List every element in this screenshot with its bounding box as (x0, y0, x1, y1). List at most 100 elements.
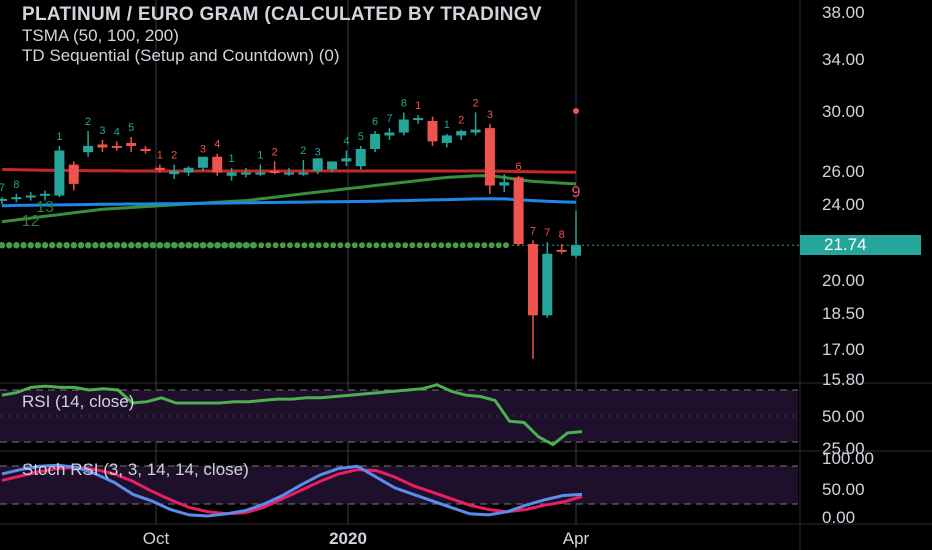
candle (154, 167, 165, 170)
stoch-tick-label: 50.00 (822, 480, 865, 499)
candle (327, 161, 338, 170)
td-support-dot (171, 242, 178, 249)
stoch-k-line (1, 463, 583, 518)
td-setup-label: 6 (372, 116, 378, 128)
td-setup-label: 4 (343, 136, 349, 148)
td-support-dot (431, 242, 437, 249)
candle (298, 172, 309, 175)
td-support-dot (164, 242, 171, 249)
td-support-dot (351, 242, 358, 249)
td-support-dot (56, 242, 63, 249)
candle (441, 135, 452, 143)
rsi-pane-label[interactable]: RSI (14, close) (22, 392, 135, 411)
ma100-line (1, 197, 577, 208)
candle (571, 245, 581, 256)
td-support-dot (63, 242, 70, 249)
td-support-dot (186, 242, 193, 249)
td-setup-label: 5 (358, 131, 364, 143)
candle (11, 197, 22, 200)
td-setup-label: 2 (300, 145, 306, 157)
candle (126, 142, 137, 146)
candle (456, 131, 467, 136)
rsi-tick-label: 25.00 (822, 439, 865, 458)
candle (255, 172, 266, 175)
td-sequential-study-label[interactable]: TD Sequential (Setup and Countdown) (0) (22, 46, 340, 65)
td-support-dot (258, 242, 265, 249)
td-support-dot (279, 242, 286, 249)
tsma-study-label[interactable]: TSMA (50, 100, 200) (22, 26, 179, 45)
td-support-dot (474, 242, 481, 249)
td-support-dot (373, 242, 380, 249)
candle (513, 177, 524, 245)
candle (40, 193, 51, 196)
td-support-dot (344, 242, 351, 249)
td-support-dot (467, 242, 473, 249)
td-setup-label: 2 (171, 150, 177, 162)
candle (111, 145, 122, 148)
candle (484, 128, 495, 186)
td-support-dot (409, 242, 416, 249)
candle (0, 198, 7, 201)
td-support-dot (438, 242, 445, 249)
td-support-dot (366, 242, 373, 249)
td-support-dot (294, 242, 301, 249)
td-support-dot (157, 242, 164, 249)
td-support-dot (236, 242, 243, 249)
td-support-dot (27, 242, 34, 249)
td-support-dot (308, 242, 315, 249)
td-support-dot (143, 242, 149, 249)
td-support-dot (330, 242, 337, 249)
td-countdown-label: 9 (572, 184, 581, 201)
td-support-dot (85, 242, 92, 249)
price-tick-label: 18.50 (822, 304, 865, 323)
price-tick-label: 30.00 (822, 102, 865, 121)
td-support-dot (452, 242, 459, 249)
td-support-dot (301, 242, 308, 249)
candle (269, 171, 280, 173)
td-setup-label: 7 (530, 225, 536, 237)
candle (341, 158, 352, 162)
td-support-dot (380, 242, 387, 249)
candle (25, 195, 36, 198)
td-support-dot (395, 242, 401, 249)
td-support-dot (423, 242, 430, 249)
td-support-dot (150, 242, 157, 249)
ma50-line (1, 174, 577, 224)
price-tick-label: 38.00 (822, 3, 865, 22)
price-tick-label: 24.00 (822, 195, 865, 214)
td-setup-label: 1 (56, 131, 62, 143)
td-support-dot (243, 242, 250, 249)
candle (312, 158, 323, 171)
td-setup-label: 3 (99, 125, 105, 137)
td-support-dot (20, 242, 27, 249)
td-support-dot (287, 242, 293, 249)
td-support-dot (387, 242, 394, 249)
td-support-dot (265, 242, 272, 249)
td-support-dot (128, 242, 135, 249)
td-support-dot (229, 242, 236, 249)
td-support-dot (42, 242, 49, 249)
td-setup-label: 1 (157, 150, 163, 162)
td-support-dot (6, 242, 13, 249)
td-setup-label: 2 (272, 146, 278, 158)
td-setup-label: 7 (0, 182, 5, 194)
chart-title: PLATINUM / EURO GRAM (CALCULATED BY TRAD… (22, 4, 542, 25)
candle (54, 150, 65, 196)
td-support-dot (200, 242, 207, 249)
price-tick-label: 20.00 (822, 271, 865, 290)
td-countdown-label: 13 (36, 199, 54, 216)
candle (398, 119, 409, 133)
td-support-dot (359, 242, 365, 249)
price-tick-label: 17.00 (822, 340, 865, 359)
td-setup-label: 2 (472, 97, 478, 109)
candle (556, 249, 567, 252)
td-setup-label: 8 (13, 179, 19, 191)
candle (527, 244, 538, 316)
td-support-dot (337, 242, 344, 249)
stoch-rsi-pane-label[interactable]: Stoch RSI (3, 3, 14, 14, close) (22, 460, 249, 479)
td-setup-label: 8 (559, 229, 565, 241)
td-support-dot (71, 242, 77, 249)
time-tick-label: Apr (563, 529, 590, 548)
td-support-dot (215, 242, 221, 249)
